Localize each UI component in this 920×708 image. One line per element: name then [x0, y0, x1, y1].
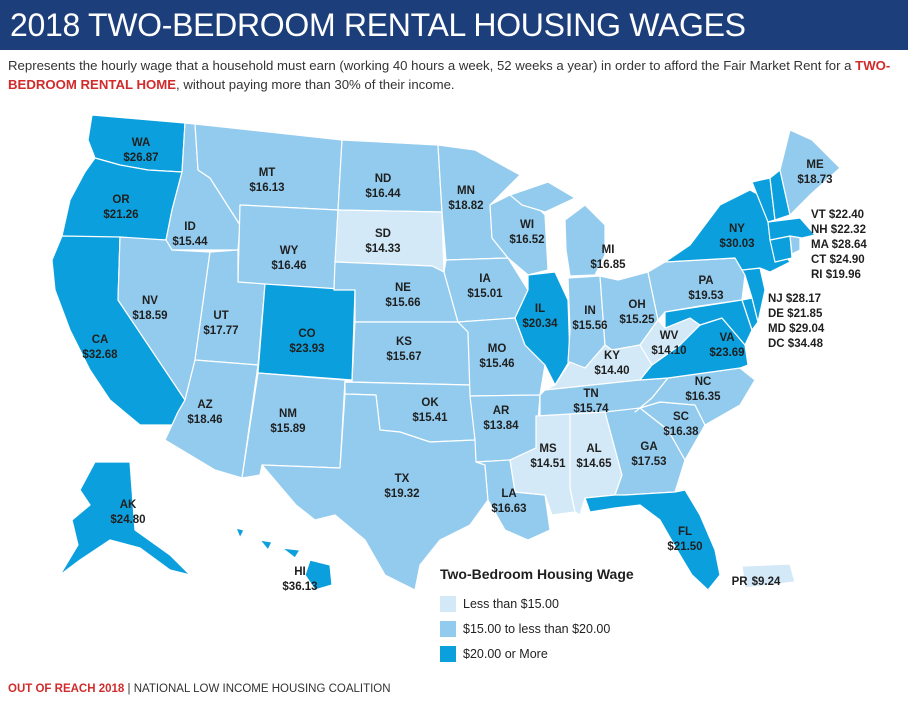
label-ID: ID $15.44	[172, 221, 208, 248]
label-SC: SC $16.38	[663, 411, 699, 438]
state-FL	[584, 489, 721, 591]
callout-DE: DE $21.85	[768, 308, 823, 320]
label-AL: AL $14.65	[576, 443, 612, 470]
label-MI: MI $16.85	[590, 244, 626, 271]
label-OK: OK $15.41	[412, 397, 448, 424]
state-AK	[59, 461, 191, 576]
label-LA: LA $16.63	[491, 488, 526, 515]
footer-brand: OUT OF REACH 2018	[8, 683, 125, 695]
label-IA: IA $15.01	[467, 273, 503, 300]
label-NM: NM $15.89	[270, 408, 305, 435]
state-labels: WA $26.87 OR $21.26 CA $32.68 ID $15.44 NV $1…	[82, 137, 832, 593]
label-CA: CA $32.68	[82, 334, 118, 361]
label-MN: MN $18.82	[448, 185, 483, 212]
state-IL	[514, 271, 571, 386]
label-FL: FL $21.50	[667, 526, 702, 553]
label-AR: AR $13.84	[483, 405, 519, 432]
label-NY: NY $30.03	[719, 223, 754, 250]
legend-label-low: Less than $15.00	[463, 596, 559, 611]
label-VA: VA $23.69	[709, 332, 744, 359]
label-MO: MO $15.46	[479, 343, 514, 370]
label-TX: TX $19.32	[384, 473, 419, 500]
label-WY: WY $16.46	[271, 245, 306, 272]
callout-CT: CT $24.90	[811, 254, 865, 266]
label-IL: IL $20.34	[522, 303, 558, 330]
state-MI-upper	[509, 181, 576, 213]
subtitle-text-end: , without paying more than 30% of their …	[176, 77, 455, 92]
subtitle: Represents the hourly wage that a househ…	[8, 56, 908, 94]
label-KY: KY $14.40	[594, 350, 629, 377]
callout-NH: NH $22.32	[811, 224, 866, 236]
label-WI: WI $16.52	[509, 219, 544, 246]
label-MS: MS $14.51	[530, 443, 566, 470]
legend-item-mid: $15.00 to less than $20.00	[440, 616, 680, 641]
legend-swatch-low	[440, 595, 456, 612]
label-TN: TN $15.74	[573, 388, 609, 415]
legend-label-high: $20.00 or More	[463, 646, 548, 661]
subtitle-text: Represents the hourly wage that a househ…	[8, 58, 852, 73]
callout-line-RI	[799, 242, 809, 271]
page-title: 2018 TWO-BEDROOM RENTAL HOUSING WAGES	[10, 7, 746, 43]
label-UT: UT $17.77	[203, 310, 238, 337]
label-PA: PA $19.53	[688, 275, 723, 302]
legend-item-low: Less than $15.00	[440, 591, 680, 616]
legend-item-high: $20.00 or More	[440, 641, 680, 666]
label-NV: NV $18.59	[132, 295, 167, 322]
title-banner: 2018 TWO-BEDROOM RENTAL HOUSING WAGES	[0, 0, 908, 50]
legend-swatch-high	[440, 645, 456, 662]
legend-label-mid: $15.00 to less than $20.00	[463, 621, 611, 636]
label-OR: OR $21.26	[103, 194, 138, 221]
footer-separator: |	[124, 683, 134, 695]
label-HI: HI $36.13	[282, 566, 317, 593]
label-SD: SD $14.33	[365, 228, 400, 255]
label-PR: PR $9.24	[732, 576, 781, 588]
footer: OUT OF REACH 2018 | NATIONAL LOW INCOME …	[8, 683, 391, 695]
label-KS: KS $15.67	[386, 336, 421, 363]
state-AZ	[164, 359, 259, 479]
label-IN: IN $15.56	[572, 305, 607, 332]
label-ND: ND $16.44	[365, 173, 401, 200]
callout-MD: MD $29.04	[768, 323, 825, 335]
callout-NJ: NJ $28.17	[768, 293, 821, 305]
callout-DC: DC $34.48	[768, 338, 824, 350]
state-HI	[235, 527, 333, 591]
northeast-callouts: VT $22.40 NH $22.32 MA $28.64 CT $24.90 …	[768, 209, 867, 350]
label-AZ: AZ $18.46	[187, 399, 222, 426]
callout-VT: VT $22.40	[811, 209, 864, 221]
legend: Two-Bedroom Housing Wage Less than $15.0…	[440, 566, 680, 666]
label-OH: OH $15.25	[619, 299, 655, 326]
state-MA	[767, 217, 816, 241]
label-WV: WV $14.10	[651, 330, 686, 357]
label-MT: MT $16.13	[249, 167, 284, 194]
subtitle-highlight: TWO-BEDROOM RENTAL HOME	[8, 58, 891, 92]
label-GA: GA $17.53	[631, 441, 666, 468]
callout-MA: MA $28.64	[811, 239, 867, 251]
label-CO: CO $23.93	[289, 328, 324, 355]
legend-swatch-mid	[440, 620, 456, 637]
state-MI	[564, 204, 606, 277]
state-TX	[261, 393, 489, 591]
label-ME: ME $18.73	[797, 159, 832, 186]
label-AK: AK $24.80	[110, 499, 145, 526]
legend-title: Two-Bedroom Housing Wage	[440, 566, 634, 582]
label-WA: WA $26.87	[123, 137, 158, 164]
state-ME	[779, 129, 841, 216]
label-NE: NE $15.66	[385, 282, 420, 309]
callout-RI: RI $19.96	[811, 269, 861, 281]
footer-org: NATIONAL LOW INCOME HOUSING COALITION	[133, 683, 391, 695]
territory-PR	[741, 563, 796, 589]
label-NC: NC $16.35	[685, 376, 721, 403]
